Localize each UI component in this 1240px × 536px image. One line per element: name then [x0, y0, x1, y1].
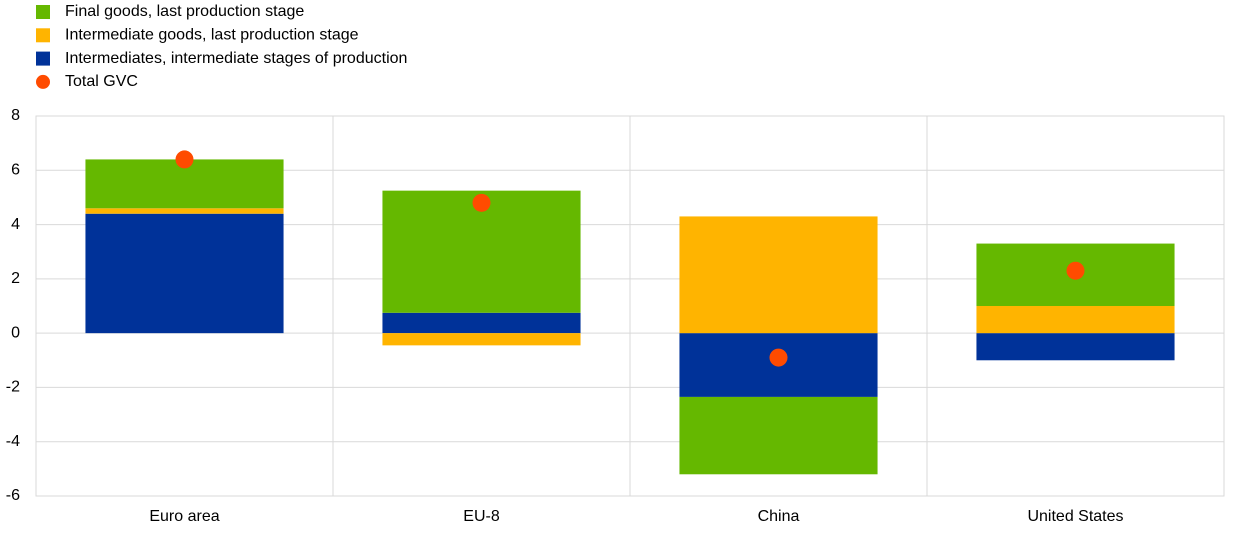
bar-segment	[85, 208, 284, 214]
y-tick-label: 0	[11, 324, 20, 341]
legend-marker	[36, 74, 50, 89]
y-tick-label: -6	[6, 487, 20, 504]
x-tick-label: Euro area	[149, 508, 219, 525]
y-tick-label: 2	[11, 270, 20, 287]
bar-segment	[382, 312, 581, 334]
legend-swatch	[36, 5, 50, 19]
bar-segment	[382, 333, 581, 346]
y-tick-label: 6	[11, 162, 20, 179]
bar-segment	[976, 306, 1175, 334]
total-dot	[175, 150, 194, 169]
total-dot	[472, 193, 491, 212]
x-tick-label: China	[758, 508, 800, 525]
legend-label: Intermediate goods, last production stag…	[65, 27, 359, 44]
legend-label: Intermediates, intermediate stages of pr…	[65, 50, 407, 67]
legend-label: Total GVC	[65, 73, 138, 90]
y-tick-label: 8	[11, 107, 20, 124]
legend-label: Final goods, last production stage	[65, 3, 304, 20]
bar-segment	[976, 333, 1175, 361]
total-dot	[769, 348, 788, 367]
y-tick-label: -2	[6, 379, 20, 396]
legend-swatch	[36, 28, 50, 43]
y-tick-label: -4	[6, 433, 20, 450]
x-tick-label: EU-8	[463, 508, 500, 525]
bar-segment	[679, 396, 878, 475]
bar-segment	[85, 213, 284, 334]
bar-segment	[679, 216, 878, 334]
legend-swatch	[36, 51, 50, 66]
x-tick-label: United States	[1027, 508, 1123, 525]
total-dot	[1066, 261, 1085, 280]
y-tick-label: 4	[11, 216, 20, 233]
